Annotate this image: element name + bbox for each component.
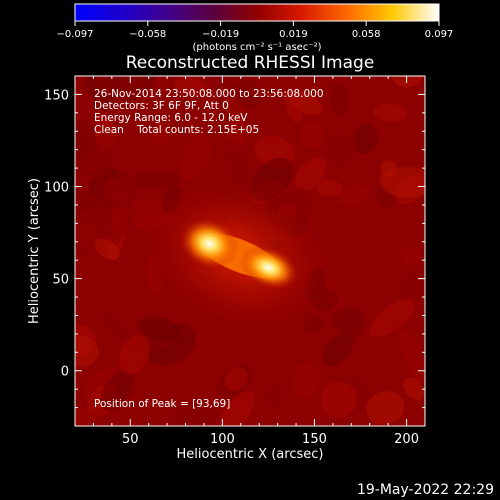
texture-blob	[331, 306, 365, 332]
texture-blob	[151, 122, 169, 146]
axes: 50 100 150 200 0 50 100 150	[44, 76, 425, 447]
clean-counts-text: Clean Total counts: 2.15E+05	[94, 124, 259, 136]
texture-blob	[353, 123, 378, 154]
texture-blob	[320, 381, 357, 418]
emission-sources	[140, 176, 338, 335]
texture-blob	[216, 391, 255, 426]
texture-blob	[369, 298, 415, 337]
texture-blob	[266, 385, 284, 407]
x-tick-label: 50	[122, 432, 139, 447]
texture-blob	[94, 238, 120, 260]
y-tick-label: 50	[52, 273, 69, 288]
colorbar-tick-label: −0.019	[202, 29, 239, 40]
texture-blob	[226, 139, 249, 189]
colorbar-frame	[74, 3, 440, 22]
colorbar-tick-label: 0.097	[425, 29, 454, 40]
texture-blob	[329, 82, 351, 116]
colorbar-tick-label: −0.097	[56, 29, 93, 40]
texture-blob	[119, 334, 150, 375]
colorbar-unit-label: (photons cm⁻² s⁻¹ asec⁻²)	[192, 42, 321, 53]
source-secondary	[239, 245, 298, 290]
texture-blob	[97, 76, 147, 99]
texture-blob	[399, 246, 422, 266]
texture-blob	[399, 328, 425, 383]
colorbar-tick-label: 0.019	[279, 29, 308, 40]
colorbar-tick-label: −0.058	[129, 29, 166, 40]
texture-blob	[75, 335, 99, 368]
y-tick-label: 100	[44, 181, 69, 196]
texture-blob	[180, 134, 211, 180]
texture-blob	[76, 152, 114, 180]
texture-blob	[102, 172, 139, 208]
texture-blob	[75, 119, 96, 160]
texture-blob	[337, 185, 371, 206]
energy-range-text: Energy Range: 6.0 - 12.0 keV	[94, 112, 248, 124]
texture-blob	[392, 76, 423, 88]
texture-blob	[400, 274, 423, 305]
texture-blob	[366, 391, 405, 425]
texture-blob	[130, 171, 181, 188]
texture-blob	[292, 362, 320, 398]
x-axis-label: Heliocentric X (arcsec)	[177, 447, 324, 462]
x-tick-label: 100	[210, 432, 235, 447]
texture-blob	[174, 76, 207, 96]
x-tick-label: 150	[302, 432, 327, 447]
texture-blob	[93, 220, 121, 245]
texture-blob	[322, 333, 354, 367]
image-area	[75, 76, 425, 426]
texture-blob	[224, 367, 248, 391]
texture-blob	[325, 133, 357, 165]
source-peak	[180, 218, 239, 269]
texture-blob	[403, 377, 425, 401]
time-range-text: 26-Nov-2014 23:50:08.000 to 23:56:08.000	[94, 88, 324, 100]
texture-blob	[284, 89, 303, 123]
texture-blob	[373, 103, 407, 122]
detectors-text: Detectors: 3F 6F 9F, Att 0	[94, 100, 229, 112]
texture-blob	[100, 370, 134, 411]
chart-title: Reconstructed RHESSI Image	[126, 53, 375, 73]
texture-blob	[137, 316, 181, 342]
timestamp: 19-May-2022 22:29	[357, 482, 494, 498]
x-tick-label: 200	[394, 432, 419, 447]
y-tick-label: 0	[61, 365, 69, 380]
texture-blob	[379, 166, 425, 198]
y-tick-label: 150	[44, 88, 69, 103]
colorbar	[75, 4, 439, 21]
colorbar-tick-label: 0.058	[352, 29, 381, 40]
texture-blob	[315, 179, 342, 197]
plot-frame	[74, 75, 426, 427]
peak-position-text: Position of Peak = [93,69]	[94, 398, 230, 410]
y-axis-label: Heliocentric Y (arcsec)	[27, 178, 42, 324]
texture-blob	[299, 121, 325, 149]
texture-blob	[75, 408, 98, 426]
colorbar-ticks: −0.097 −0.058 −0.019 0.019 0.058 0.097	[56, 21, 453, 40]
